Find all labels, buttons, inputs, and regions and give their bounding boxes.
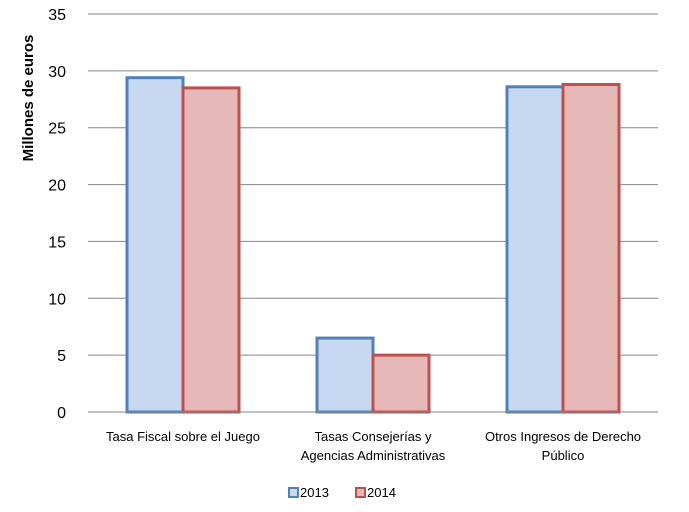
bar-2014-cat-1 (371, 353, 431, 414)
y-tick-label: 20 (48, 178, 66, 195)
legend-label-2014: 2014 (367, 485, 396, 500)
legend: 2013 2014 (288, 485, 396, 500)
bar-2014-cat-0 (181, 86, 241, 414)
legend-label-2013: 2013 (300, 485, 329, 500)
category-label: Otros Ingresos de Derecho (485, 429, 641, 444)
y-tick-label: 35 (48, 7, 66, 24)
y-tick-label: 30 (48, 64, 66, 81)
category-labels: Tasa Fiscal sobre el Juego Tasas Consejer… (106, 429, 641, 463)
category-label: Tasas Consejerías y (314, 429, 432, 444)
category-label: Tasa Fiscal sobre el Juego (106, 429, 260, 444)
y-tick-label: 10 (48, 291, 66, 308)
legend-swatch-2013 (288, 487, 299, 498)
bar-2013-cat-0 (125, 76, 185, 414)
category-label: Agencias Administrativas (301, 448, 446, 463)
legend-swatch-2014 (355, 487, 366, 498)
bars (125, 76, 621, 414)
bar-2013-cat-2 (505, 85, 565, 414)
category-label: Público (542, 448, 585, 463)
y-tick-label: 5 (57, 348, 66, 365)
y-tick-label: 25 (48, 121, 66, 138)
bar-2014-cat-2 (561, 83, 621, 414)
y-axis-label: Millones de euros (20, 35, 37, 162)
bar-2013-cat-1 (315, 336, 375, 414)
y-axis-ticks: 0 5 10 15 20 25 30 35 (48, 7, 66, 422)
y-tick-label: 0 (57, 405, 66, 422)
y-tick-label: 15 (48, 234, 66, 251)
